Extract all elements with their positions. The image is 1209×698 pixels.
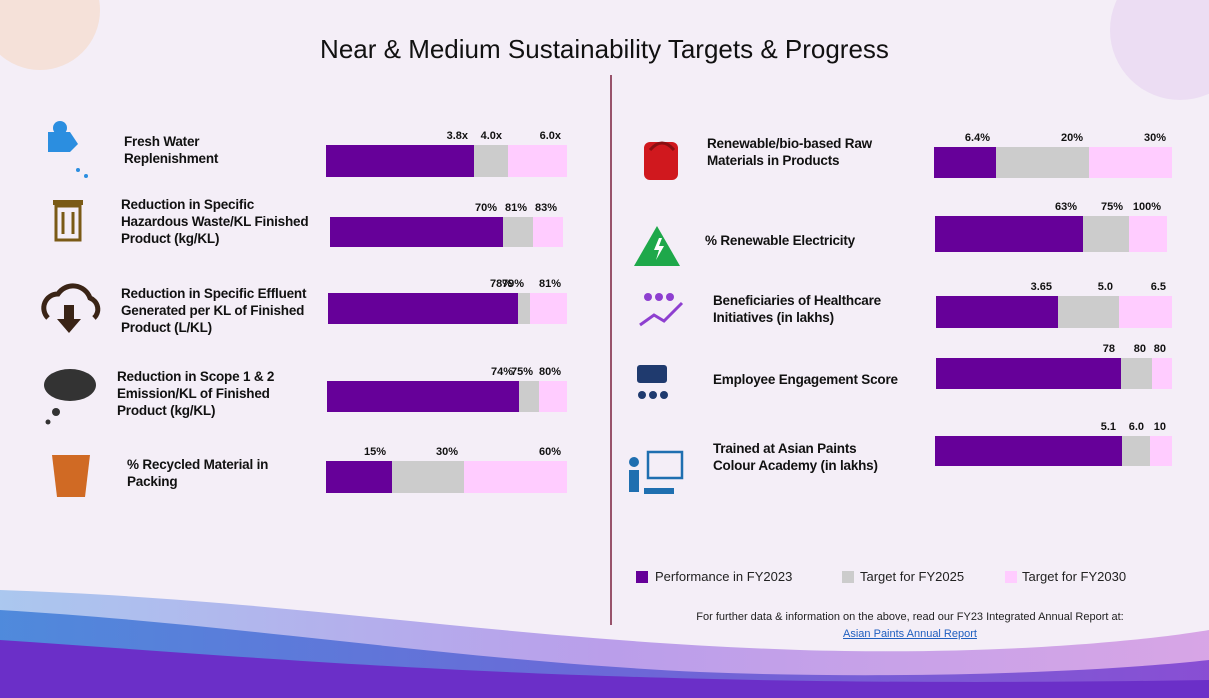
value-label: 83% [534, 202, 557, 214]
value-label: 78% [489, 278, 512, 290]
value-label: 75% [1100, 201, 1123, 213]
metric-label: Fresh Water Replenishment [124, 134, 219, 166]
metric-label: % Renewable Electricity [705, 233, 855, 248]
metric-label: Employee Engagement Score [713, 372, 898, 387]
icon-health [639, 293, 684, 327]
bar-segment [1152, 358, 1172, 389]
metric-label: Renewable/bio-based Raw Materials in Pro… [707, 136, 872, 168]
icon-smoke [44, 369, 96, 425]
bar-segment [464, 461, 567, 493]
bar-segment [936, 358, 1121, 389]
legend-swatch [636, 571, 648, 583]
icon-bin [53, 200, 83, 242]
value-label: 5.0 [1097, 281, 1113, 293]
bar-segment [1122, 436, 1150, 466]
metric-label: Reduction in Specific Effluent Generated… [121, 286, 307, 335]
value-label: 30% [1143, 132, 1166, 144]
bar-segment [996, 147, 1089, 178]
bar-segment [518, 293, 530, 324]
value-label: 15% [363, 446, 386, 458]
value-label: 75% [510, 366, 533, 378]
value-label: 78 [1102, 343, 1115, 355]
value-label: 3.8x [446, 130, 468, 142]
value-label: 6.0x [539, 130, 561, 142]
bar-segment [539, 381, 567, 412]
value-label: 74% [490, 366, 513, 378]
icon-cloud [41, 283, 101, 333]
footer-link-wrap: Asian Paints Annual Report [611, 628, 1209, 640]
bar-segment [508, 145, 567, 177]
bar-segment [1121, 358, 1152, 389]
value-label: 30% [435, 446, 458, 458]
bar-segment [474, 145, 508, 177]
value-label: 4.0x [480, 130, 502, 142]
value-label: 81% [538, 278, 561, 290]
icon-recycle-bin [52, 455, 90, 497]
value-label: 6.0 [1128, 421, 1144, 433]
bar-segment [392, 461, 464, 493]
value-label: 79% [501, 278, 524, 290]
legend-label: Target for FY2030 [1022, 569, 1127, 584]
value-label: 80 [1153, 343, 1166, 355]
metric-label: Beneficiaries of Healthcare Initiatives … [713, 293, 881, 325]
value-label: 5.1 [1100, 421, 1116, 433]
value-label: 20% [1060, 132, 1083, 144]
value-label: 10 [1153, 421, 1166, 433]
value-label: 6.4% [964, 132, 990, 144]
bar-segment [326, 461, 392, 493]
metric-label: Reduction in Scope 1 & 2 Emission/KL of … [117, 369, 275, 418]
value-label: 6.5 [1150, 281, 1166, 293]
bar-segment [935, 436, 1122, 466]
icon-paint [644, 141, 678, 180]
legend-swatch [842, 571, 854, 583]
value-label: 70% [474, 202, 497, 214]
bar-segment [936, 296, 1058, 328]
legend-label: Performance in FY2023 [655, 569, 793, 584]
icon-water [48, 121, 88, 178]
bar-segment [1083, 216, 1129, 252]
value-label: 80% [538, 366, 561, 378]
bar-segment [1129, 216, 1167, 252]
icon-electricity [634, 226, 680, 266]
value-label: 63% [1054, 201, 1077, 213]
legend-swatch [1005, 571, 1017, 583]
bar-segment [503, 217, 533, 247]
bar-segment [327, 381, 519, 412]
legend-label: Target for FY2025 [860, 569, 965, 584]
bar-segment [1058, 296, 1119, 328]
value-label: 80 [1133, 343, 1146, 355]
metric-label: Reduction in Specific Hazardous Waste/KL… [121, 197, 309, 246]
bar-segment [530, 293, 567, 324]
bar-segment [935, 216, 1083, 252]
metric-label: % Recycled Material in Packing [127, 457, 269, 489]
bar-segment [1089, 147, 1172, 178]
bar-segment [519, 381, 539, 412]
title: Near & Medium Sustainability Targets & P… [320, 34, 889, 64]
value-label: 100% [1132, 201, 1161, 213]
bar-segment [1150, 436, 1172, 466]
icon-training [629, 450, 684, 494]
bar-segment [326, 145, 474, 177]
report-link[interactable]: Asian Paints Annual Report [843, 628, 977, 640]
bar-segment [328, 293, 518, 324]
icon-engagement [637, 365, 668, 399]
bar-segment [934, 147, 996, 178]
metric-label: Trained at Asian Paints Colour Academy (… [713, 441, 878, 473]
value-label: 81% [504, 202, 527, 214]
value-label: 3.65 [1030, 281, 1052, 293]
footer-note: For further data & information on the ab… [696, 611, 1124, 623]
value-label: 60% [538, 446, 561, 458]
bar-segment [330, 217, 503, 247]
bar-segment [533, 217, 563, 247]
bar-segment [1119, 296, 1172, 328]
